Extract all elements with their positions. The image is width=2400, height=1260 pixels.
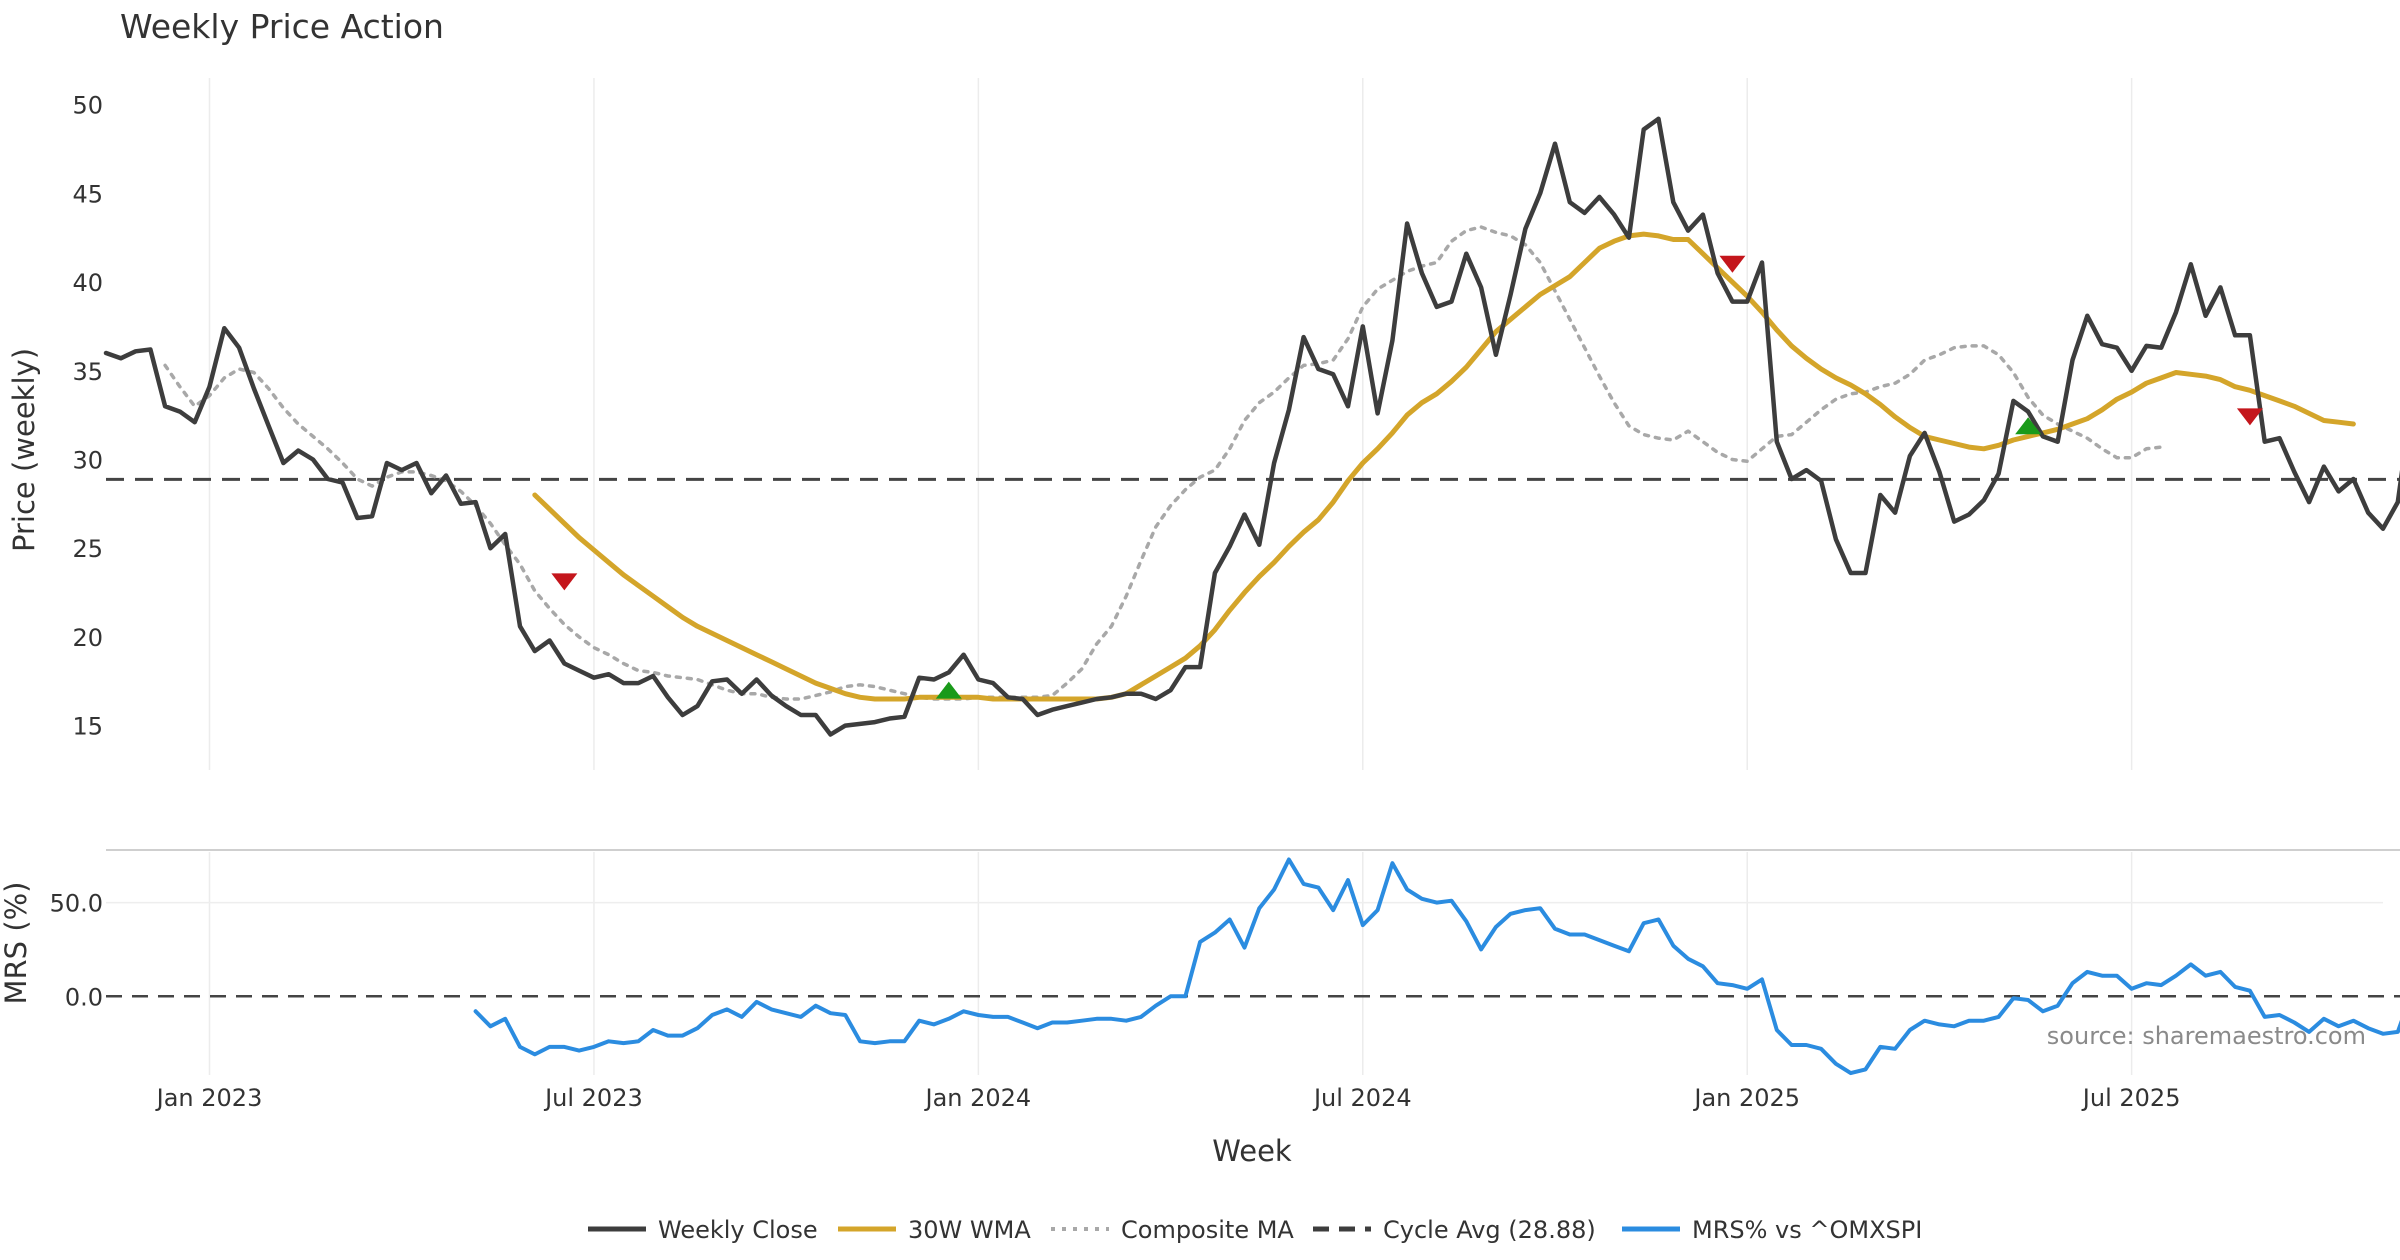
legend-label: 30W WMA (908, 1216, 1031, 1244)
price-y-tick-label: 45 (72, 180, 103, 208)
price-series-lines (103, 116, 2400, 737)
mrs-y-tick-labels: 0.0 50.0 (50, 890, 103, 1012)
signal-markers (551, 255, 2263, 699)
mrs-y-axis-label: MRS (%) (0, 882, 33, 1005)
sell-signal-marker (2236, 408, 2263, 426)
price-y-tick-label: 15 (72, 713, 103, 741)
legend-label: MRS% vs ^OMXSPI (1692, 1216, 1922, 1244)
series-weekly-close (103, 116, 2400, 737)
price-y-axis-label: Price (weekly) (7, 348, 41, 552)
buy-signal-marker (935, 681, 962, 699)
mrs-panel-grid (106, 852, 2383, 1075)
price-y-tick-label: 35 (72, 358, 103, 386)
sell-signal-marker (1719, 255, 1746, 273)
x-axis-label: Week (1212, 1134, 1292, 1168)
mrs-y-tick-label: 0.0 (65, 983, 103, 1011)
x-tick-label: Jan 2025 (1692, 1084, 1800, 1112)
price-panel-grid (208, 78, 2133, 770)
x-tick-label: Jul 2024 (1312, 1084, 1412, 1112)
series-30w-wma (532, 231, 2356, 702)
x-tick-label: Jul 2025 (2081, 1084, 2181, 1112)
series-mrs (473, 857, 2400, 1076)
x-tick-label: Jan 2024 (924, 1084, 1032, 1112)
price-y-tick-label: 25 (72, 535, 103, 563)
x-tick-labels: Jan 2023 Jul 2023 Jan 2024 Jul 2024 Jan 2025… (155, 1084, 2181, 1112)
price-y-tick-label: 40 (72, 269, 103, 297)
x-tick-label: Jul 2023 (543, 1084, 643, 1112)
price-y-tick-labels: 15 20 25 30 35 40 45 50 (72, 92, 103, 741)
legend-label: Composite MA (1121, 1216, 1294, 1244)
x-tick-label: Jan 2023 (155, 1084, 263, 1112)
mrs-series-lines (473, 857, 2400, 1076)
legend-label: Cycle Avg (28.88) (1383, 1216, 1596, 1244)
legend: Weekly Close 30W WMA Composite MA Cycle Avg… (588, 1216, 1922, 1244)
legend-label: Weekly Close (658, 1216, 818, 1244)
buy-signal-marker (2015, 417, 2042, 435)
price-y-tick-label: 30 (72, 446, 103, 474)
source-note: source: sharemaestro.com (2047, 1022, 2366, 1050)
price-y-tick-label: 50 (72, 92, 103, 120)
mrs-y-tick-label: 50.0 (50, 890, 103, 918)
price-y-tick-label: 20 (72, 624, 103, 652)
series-composite-ma (163, 225, 2163, 701)
sell-signal-marker (551, 573, 578, 591)
chart-title: Weekly Price Action (120, 7, 444, 46)
